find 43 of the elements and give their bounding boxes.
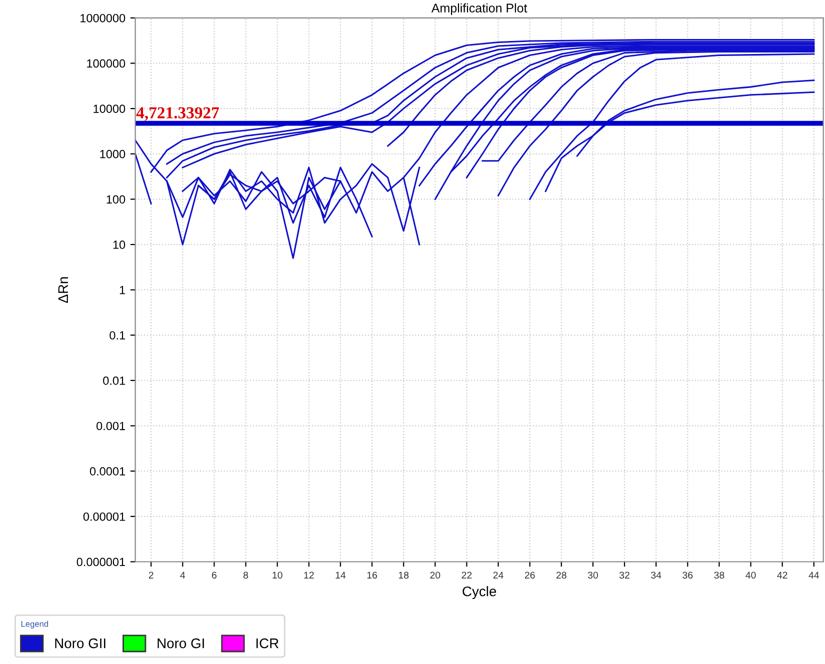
x-tick-label: 34 [651,572,662,579]
x-tick-label: 16 [367,572,377,579]
x-tick-label: 44 [808,572,820,579]
x-tick-label: 10 [272,572,282,579]
x-tick-label: 8 [243,572,248,579]
x-tick-label: 40 [746,572,756,579]
x-tick-label: 22 [462,572,472,579]
y-tick-label: 1000000 [80,14,126,22]
legend-title: Legend [21,620,48,629]
legend-label: Noro GII [55,638,106,648]
legend-label: ICR [256,638,278,648]
x-tick-label: 14 [336,572,346,579]
y-tick-label: 0.1 [110,331,126,340]
x-tick-label: 38 [714,572,724,579]
x-tick-label: 42 [777,572,788,579]
y-axis-title: ΔRn [58,277,68,303]
y-tick-label: 100000 [87,59,126,68]
x-tick-label: 36 [682,572,693,579]
x-tick-label: 6 [212,572,216,579]
chart-title: Amplification Plot [431,3,528,15]
y-tick-label: 1000 [100,150,126,158]
x-tick-label: 26 [524,572,535,579]
y-tick-label: 100 [106,195,126,204]
x-tick-label: 20 [430,572,440,579]
x-tick-label: 32 [619,572,630,579]
x-tick-label: 28 [556,572,566,579]
y-tick-label: 10 [113,240,126,249]
ref-line-label: 4,721.33927 [136,107,220,121]
x-axis-title: Cycle [462,586,496,600]
y-tick-label: 10000 [94,104,126,113]
x-tick-label: 2 [148,572,154,579]
y-tick-label: 0.000001 [76,558,126,566]
y-tick-label: 0.0001 [90,467,126,476]
x-tick-label: 24 [493,572,504,579]
y-tick-label: 0.01 [103,376,126,385]
x-tick-label: 12 [304,572,314,579]
legend-label: Noro GI [158,638,204,648]
x-tick-label: 18 [398,572,409,579]
y-tick-label: 1 [120,286,125,294]
x-tick-label: 30 [588,572,598,579]
y-tick-label: 0.00001 [83,512,126,521]
y-tick-label: 0.001 [96,422,126,430]
x-tick-label: 4 [180,572,186,579]
